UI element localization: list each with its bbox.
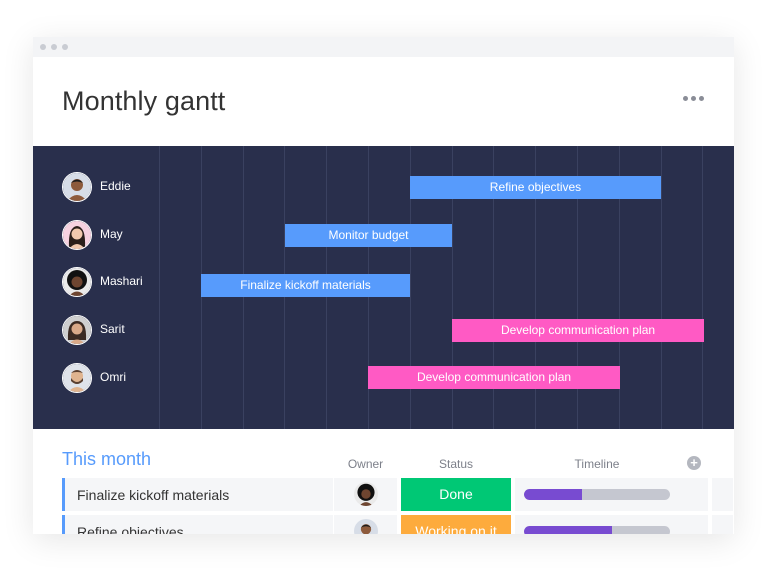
- avatar[interactable]: [62, 363, 92, 393]
- task-cell[interactable]: Refine objectives: [62, 515, 333, 534]
- gantt-grid-line: [702, 146, 704, 429]
- window-dot-icon: [62, 44, 68, 50]
- task-name: Finalize kickoff materials: [77, 487, 230, 503]
- timeline-bar: [524, 489, 670, 500]
- gantt-grid-line: [409, 146, 411, 429]
- owner-cell[interactable]: [334, 515, 397, 534]
- add-column-plus-icon[interactable]: +: [687, 456, 701, 470]
- group-title[interactable]: This month: [62, 449, 152, 469]
- person-name: Eddie: [100, 179, 131, 193]
- table-row[interactable]: Finalize kickoff materials Done: [62, 478, 733, 511]
- owner-avatar[interactable]: [354, 482, 378, 506]
- avatar[interactable]: [62, 267, 92, 297]
- task-cell[interactable]: Finalize kickoff materials: [62, 478, 333, 511]
- window-titlebar: [33, 37, 734, 57]
- column-header-timeline[interactable]: Timeline: [574, 457, 620, 471]
- window-dot-icon: [51, 44, 57, 50]
- gantt-bar[interactable]: Develop communication plan: [368, 366, 620, 389]
- board-window: Monthly gantt Eddie May Mashari Sarit Om…: [33, 37, 734, 534]
- timeline-bar: [524, 526, 670, 534]
- timeline-cell[interactable]: [515, 515, 708, 534]
- timeline-progress: [524, 526, 612, 534]
- person-name: May: [100, 227, 123, 241]
- more-horizontal-icon[interactable]: [683, 96, 705, 102]
- gantt-grid-line: [660, 146, 662, 429]
- gantt-grid-line: [577, 146, 578, 429]
- gantt-grid-line: [535, 146, 537, 429]
- gantt-grid-line: [493, 146, 495, 429]
- timeline-progress: [524, 489, 583, 500]
- window-dot-icon: [40, 44, 46, 50]
- gantt-bar[interactable]: Monitor budget: [285, 224, 452, 247]
- gantt-grid-line: [159, 146, 160, 429]
- column-header-status[interactable]: Status: [438, 457, 474, 471]
- column-header-owner[interactable]: Owner: [347, 457, 384, 471]
- timeline-cell[interactable]: [515, 478, 708, 511]
- owner-avatar[interactable]: [354, 519, 378, 534]
- person-name: Omri: [100, 370, 126, 384]
- gantt-grid-line: [451, 146, 453, 429]
- person-name: Mashari: [100, 274, 143, 288]
- avatar[interactable]: [62, 172, 92, 202]
- person-name: Sarit: [100, 322, 125, 336]
- extra-cell: [712, 478, 733, 511]
- extra-cell: [712, 515, 733, 534]
- table-row[interactable]: Refine objectives Working on it: [62, 515, 733, 534]
- task-name: Refine objectives: [77, 524, 184, 534]
- gantt-chart: Eddie May Mashari Sarit Omri Refine obje…: [33, 146, 734, 429]
- status-badge[interactable]: Working on it: [401, 515, 511, 534]
- avatar[interactable]: [62, 315, 92, 345]
- gantt-grid-line: [618, 146, 620, 429]
- gantt-bar[interactable]: Develop communication plan: [452, 319, 704, 342]
- avatar[interactable]: [62, 220, 92, 250]
- owner-cell[interactable]: [334, 478, 397, 511]
- page-title: Monthly gantt: [62, 86, 226, 116]
- gantt-bar[interactable]: Refine objectives: [410, 176, 661, 199]
- gantt-bar[interactable]: Finalize kickoff materials: [201, 274, 410, 297]
- status-badge[interactable]: Done: [401, 478, 511, 511]
